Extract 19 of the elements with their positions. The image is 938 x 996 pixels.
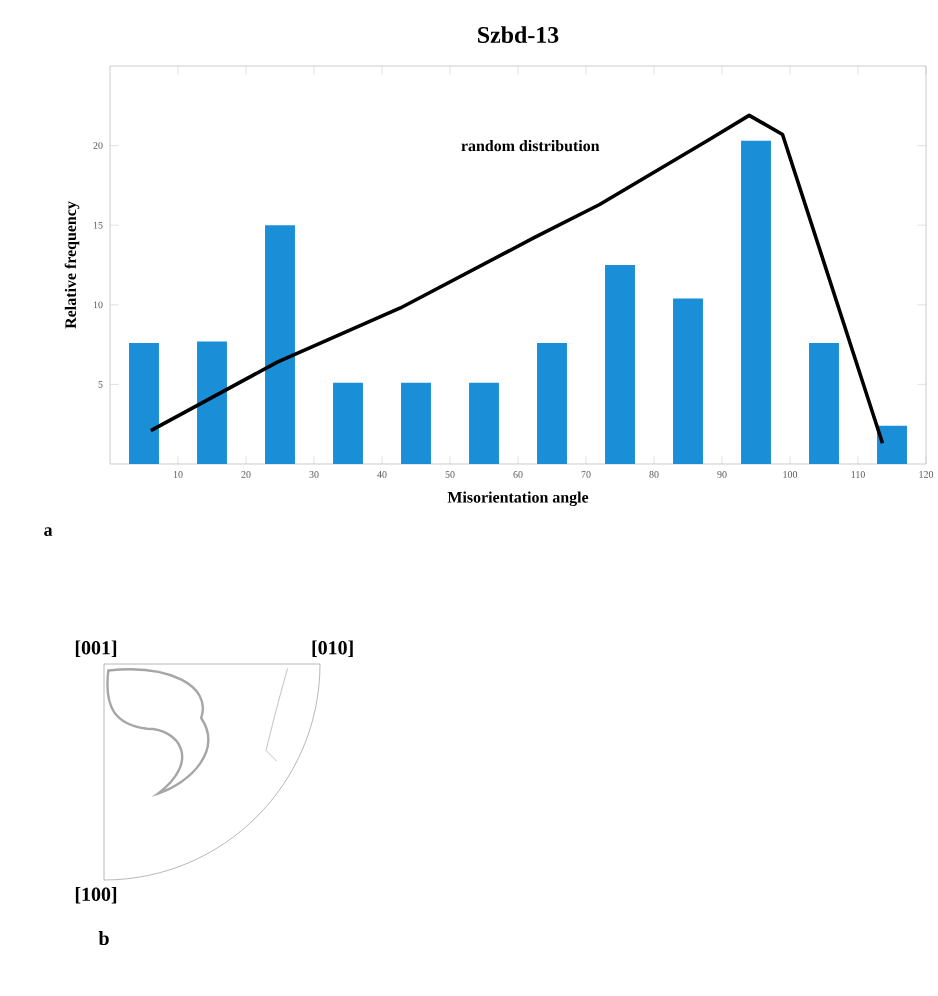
bar — [469, 382, 499, 464]
text: a — [44, 527, 53, 536]
text: [001] — [75, 640, 117, 657]
bar — [537, 343, 567, 464]
bar — [129, 343, 159, 464]
bar — [741, 140, 771, 464]
chart-title: Szbd-13 — [478, 26, 559, 43]
bar — [673, 298, 703, 464]
bar — [877, 425, 907, 464]
text: b — [98, 931, 109, 946]
line-series — [149, 113, 885, 446]
bar — [333, 382, 363, 464]
bar — [809, 343, 839, 464]
bar — [401, 382, 431, 464]
bar — [605, 264, 635, 464]
bar — [265, 225, 295, 464]
text: [010] — [312, 640, 353, 657]
text: [100] — [75, 887, 117, 904]
bar — [197, 341, 227, 464]
